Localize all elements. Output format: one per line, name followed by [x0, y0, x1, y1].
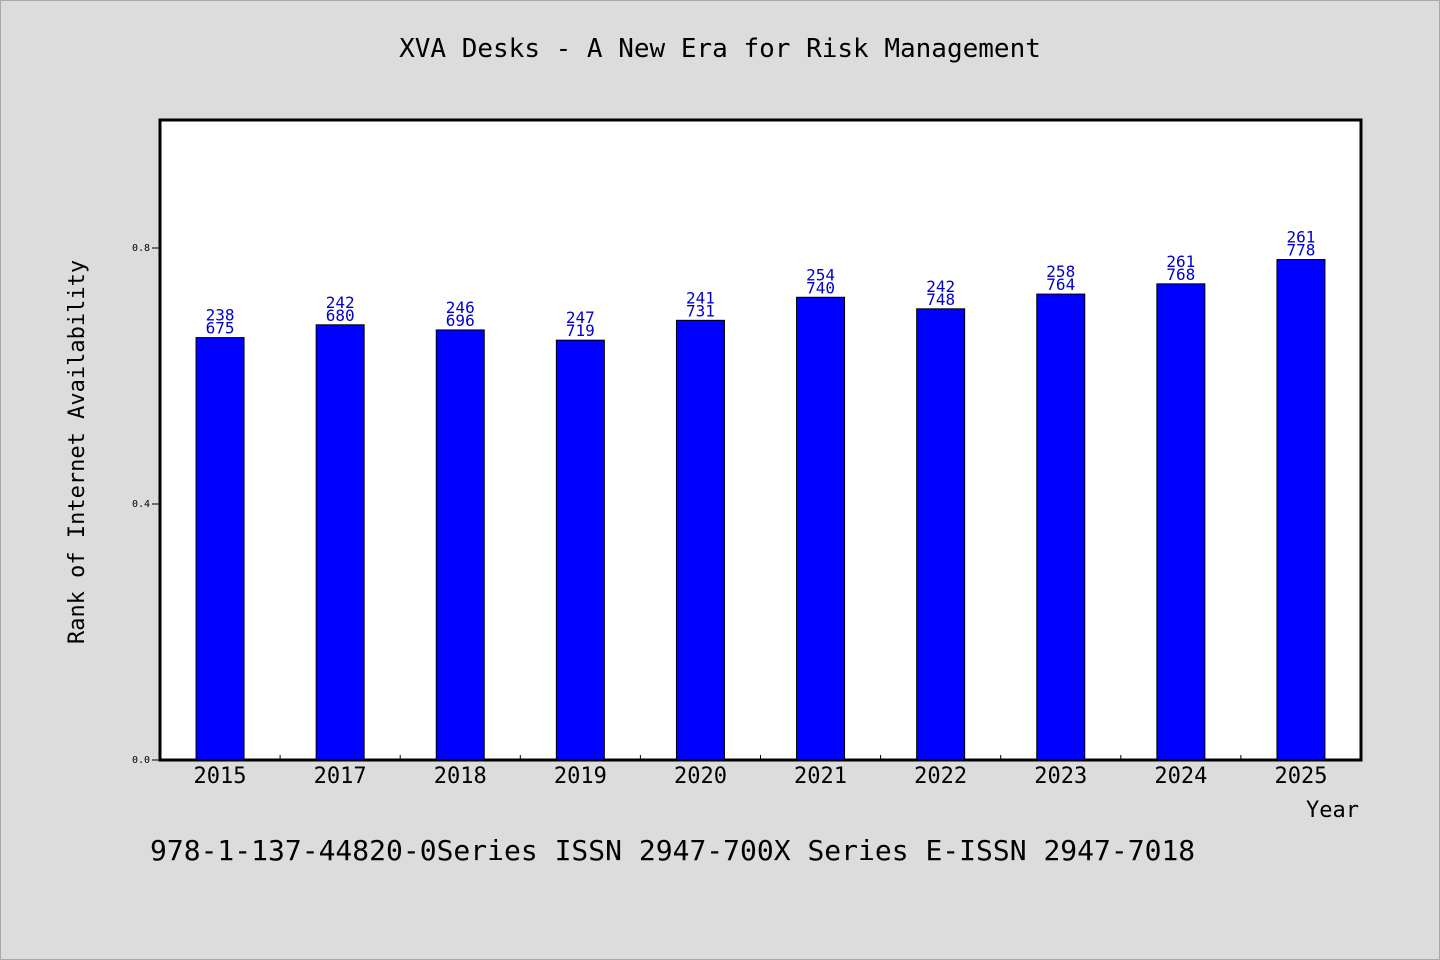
bar-label-top-2023: 258: [1046, 262, 1075, 281]
bar-label-top-2022: 242: [926, 277, 955, 296]
x-tick-label-2018: 2018: [434, 764, 487, 789]
bar-label-bottom-2023: 764: [1046, 275, 1075, 294]
bar-label-bottom-2017: 680: [326, 306, 355, 325]
y-tick-label: 0.8: [132, 243, 150, 254]
bar-2024: [1156, 283, 1206, 761]
x-axis: 2015 2017 2018 2019 2020 2021 2022 2023 2024 2025: [194, 755, 1327, 789]
x-tick-label-2022: 2022: [914, 764, 967, 789]
x-tick-label-2021: 2021: [794, 764, 847, 789]
bar-2015: [195, 337, 245, 761]
x-tick-label-2020: 2020: [674, 764, 727, 789]
bar-label-bottom-2018: 696: [446, 311, 475, 330]
bar-label-top-2018: 246: [446, 298, 475, 317]
bar-label-top-2017: 242: [326, 293, 355, 312]
x-tick-label-2023: 2023: [1034, 764, 1087, 789]
bar-label-bottom-2015: 675: [206, 319, 235, 338]
bar-label-bottom-2021: 740: [806, 278, 835, 297]
bar-label-bottom-2024: 768: [1166, 265, 1195, 284]
bar-label-top-2019: 247: [566, 308, 595, 327]
y-axis-title: Rank of Internet Availability: [65, 260, 90, 644]
x-tick-label-2017: 2017: [314, 764, 367, 789]
bar-2021: [796, 296, 846, 761]
bar-label-top-2024: 261: [1166, 252, 1195, 271]
bar-label-top-2020: 241: [686, 288, 715, 307]
x-tick-label-2025: 2025: [1274, 764, 1327, 789]
bar-2020: [675, 319, 725, 761]
bar-label-top-2015: 238: [206, 306, 235, 325]
x-tick-label-2024: 2024: [1154, 764, 1207, 789]
bar-2022: [916, 308, 966, 761]
chart-title: XVA Desks - A New Era for Risk Managemen…: [399, 34, 1041, 64]
bar-label-bottom-2025: 778: [1286, 241, 1315, 260]
bar-label-bottom-2019: 719: [566, 321, 595, 340]
bar-label-top-2021: 254: [806, 265, 835, 284]
bar-2018: [435, 329, 485, 761]
bar-2017: [315, 324, 365, 761]
y-tick-label: 0.4: [132, 499, 150, 510]
bar-2025: [1276, 259, 1326, 761]
y-tick-label: 0.0: [132, 755, 150, 766]
bar-label-bottom-2020: 731: [686, 301, 715, 320]
footer-isbn-text: 978-1-137-44820-0Series ISSN 2947-700X S…: [150, 834, 1196, 867]
bar-label-bottom-2022: 748: [926, 290, 955, 309]
x-axis-title: Year: [1306, 798, 1359, 823]
bar-label-top-2025: 261: [1286, 228, 1315, 247]
x-tick-label-2015: 2015: [194, 764, 247, 789]
bar-2019: [555, 339, 605, 761]
y-axis: 0.0 0.4 0.8: [132, 243, 160, 766]
x-tick-label-2019: 2019: [554, 764, 607, 789]
bar-2023: [1036, 293, 1086, 761]
